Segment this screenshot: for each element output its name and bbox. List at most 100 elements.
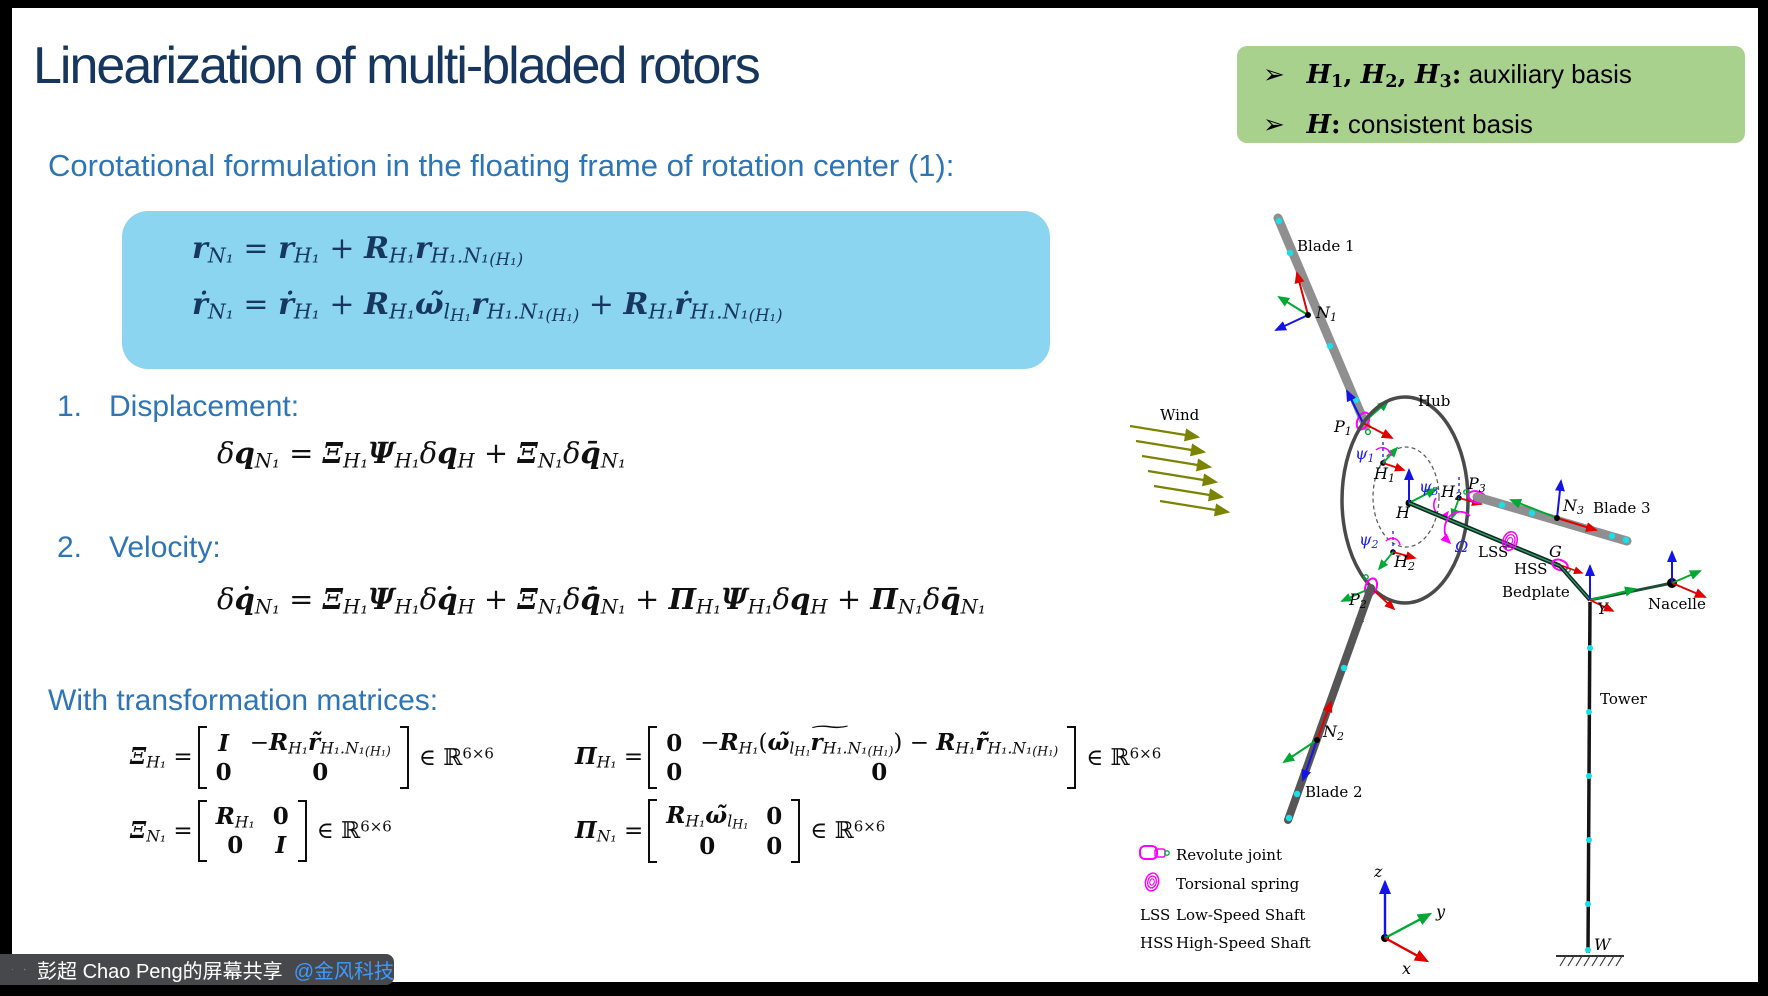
- item-2-label: Velocity:: [109, 531, 221, 564]
- matrix-cell: I: [218, 730, 230, 758]
- diagram-label: Torsional spring: [1176, 875, 1300, 893]
- diagram-label: H1: [1373, 464, 1395, 485]
- diagram-label: P2: [1348, 590, 1367, 611]
- basis-legend-line-2: ➢ H: consistent basis: [1263, 108, 1533, 140]
- diagram-label: Revolute joint: [1176, 846, 1282, 864]
- wind-arrows: [1129, 424, 1231, 517]
- matrix-cell: RH₁: [215, 802, 255, 832]
- bedplate-nacelle: [1585, 550, 1707, 612]
- diagram-label: P1: [1333, 417, 1352, 438]
- item-1-label: Displacement:: [109, 390, 300, 423]
- share-mention: @金风科技: [293, 961, 394, 983]
- diagram-label: H2: [1393, 552, 1415, 573]
- item-2-number: 2.: [57, 531, 83, 564]
- matrix-cell: 0: [871, 759, 888, 787]
- matrix-cell: 0: [699, 832, 716, 860]
- screen-share-bar[interactable]: 彭超 Chao Peng的屏幕共享 @金风科技: [0, 954, 394, 985]
- diagram-label: Blade 2: [1305, 783, 1363, 801]
- diagram-label: z: [1373, 862, 1383, 881]
- ground: [1556, 955, 1624, 967]
- global-axes-triad: [1379, 879, 1433, 963]
- diagram-label: W: [1594, 935, 1612, 954]
- matrix-cell: 0: [666, 759, 683, 787]
- diagram-label: Blade 1: [1297, 237, 1355, 255]
- blade-3: [1472, 479, 1632, 546]
- diagram-label: Tower: [1600, 690, 1648, 708]
- diagram-label: LSS: [1478, 543, 1508, 561]
- diagram-label: x: [1402, 959, 1411, 978]
- diagram-label: y: [1435, 902, 1446, 921]
- with-matrices-heading: With transformation matrices:: [48, 684, 439, 717]
- matrix-eq-xi-n1: ΞN₁ = RH₁ 0 0 I ∈ ℝ6×6: [130, 799, 575, 863]
- rotor-speed-arrow: [1440, 510, 1471, 545]
- basis-legend-box: ➢ H1, H2, H3: auxiliary basis ➢ H: consi…: [1237, 46, 1745, 143]
- auxiliary-node-h1: [1375, 441, 1406, 472]
- matrix-cell: 0: [272, 803, 289, 831]
- item-1-displacement: 1. Displacement:: [57, 390, 299, 424]
- torsional-spring-on-shaft: [1501, 530, 1519, 552]
- screen-share-icon[interactable]: [24, 959, 26, 980]
- bracket-right: [791, 799, 801, 863]
- bracket-left: [197, 726, 207, 790]
- matrix-cell: 0: [227, 832, 244, 860]
- diagram-label: Nacelle: [1648, 595, 1706, 613]
- matrix-cell: 0: [215, 759, 232, 787]
- diagram-label: H: [1395, 503, 1411, 522]
- highlight-formula-box: rN₁ = rH₁ + RH₁rH₁.N₁(H₁) ṙN₁ = ṙH₁ + …: [122, 211, 1050, 369]
- item-1-number: 1.: [57, 390, 83, 423]
- legend-icons: [1139, 845, 1170, 892]
- formula-position: rN₁ = rH₁ + RH₁rH₁.N₁(H₁): [192, 231, 524, 269]
- diagram-label: G: [1549, 542, 1562, 561]
- matrix-cell: 0: [666, 730, 683, 758]
- torsional-spring-icon: [1144, 872, 1160, 892]
- matrix-cell: I: [275, 832, 287, 860]
- diagram-label: Ω: [1454, 537, 1468, 556]
- diagram-label: HSS: [1514, 560, 1547, 578]
- matrix-cell: 0: [766, 803, 783, 831]
- mic-muted-icon[interactable]: [12, 959, 14, 980]
- matrix-eq-pi-h1: ΠH₁ = 0 −RH₁(∼ ω̃lH₁rH₁.N₁(H₁)) − RH₁r̃̇H₁…: [575, 716, 1161, 790]
- matrix-eq-xi-h1: ΞH₁ = I −RH₁r̃H₁.N₁(H₁) 0 0 ∈ ℝ6×6: [130, 726, 575, 790]
- drivetrain: [1408, 500, 1592, 602]
- diagram-label: N1: [1315, 303, 1337, 324]
- diagram-label: Y: [1597, 599, 1609, 618]
- diagram-label: Low-Speed Shaft: [1176, 906, 1305, 924]
- page-title: Linearization of multi-bladed rotors: [33, 37, 761, 95]
- diagram-label: Bedplate: [1502, 583, 1570, 601]
- item-2-velocity: 2. Velocity:: [57, 531, 221, 565]
- diagram-label: Wind: [1160, 406, 1200, 424]
- diagram-label: ψ3: [1419, 477, 1439, 498]
- diagram-label: N2: [1322, 722, 1344, 743]
- bracket-right: [297, 799, 307, 863]
- bracket-left: [197, 799, 207, 863]
- presentation-slide: Linearization of multi-bladed rotors ➢ H…: [12, 8, 1758, 982]
- matrix-cell: RH₁ω̃lH₁: [666, 802, 749, 832]
- diagram-label: Blade 3: [1593, 499, 1651, 517]
- matrix-eq-pi-n1: ΠN₁ = RH₁ω̃lH₁ 0 0 0 ∈ ℝ6×6: [575, 799, 1161, 863]
- diagram-label: HSS: [1140, 934, 1173, 952]
- diagram-label: ψ2: [1359, 530, 1379, 551]
- matrix-cell: −RH₁(∼ ω̃lH₁rH₁.N₁(H₁)) − RH₁r̃̇H₁.N₁(H₁): [700, 716, 1059, 759]
- auxiliary-node-h2: [1377, 530, 1417, 571]
- bracket-right: [1067, 726, 1077, 790]
- share-status-text: 彭超 Chao Peng的屏幕共享: [37, 961, 283, 983]
- formula-velocity-kinematics: ṙN₁ = ṙH₁ + RH₁ω̃lH₁rH₁.N₁(H₁) + RH₁ṙ…: [192, 287, 783, 325]
- bracket-right: [399, 726, 409, 790]
- matrix-cell: 0: [766, 832, 783, 860]
- revolute-joint-icon: [1139, 845, 1170, 860]
- matrix-cell: −RH₁r̃H₁.N₁(H₁): [249, 729, 391, 759]
- diagram-label: N3: [1562, 496, 1584, 517]
- diagram-label: Hub: [1418, 392, 1450, 410]
- transformation-matrices: ΞH₁ = I −RH₁r̃H₁.N₁(H₁) 0 0 ∈ ℝ6×6 ΠH₁ = 0−…: [130, 716, 1161, 863]
- basis-legend-line-1: ➢ H1, H2, H3: auxiliary basis: [1263, 59, 1632, 92]
- bracket-left: [648, 799, 658, 863]
- formula-velocity: δq̇N₁ = ΞH₁ΨH₁δq̇H + ΞN₁δq̄̇N₁ + ΠH₁ΨH₁δ…: [217, 582, 986, 619]
- blade-2: [1282, 584, 1375, 824]
- diagram-label: ψ1: [1355, 444, 1375, 465]
- diagram-label: LSS: [1140, 906, 1170, 924]
- section-heading-corotational: Corotational formulation in the floating…: [48, 148, 955, 183]
- bracket-left: [648, 726, 658, 790]
